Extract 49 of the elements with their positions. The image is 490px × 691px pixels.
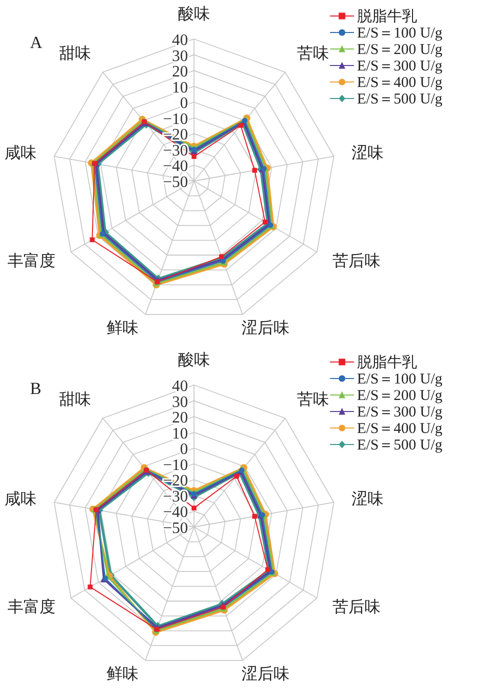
legend-label: E/S＝500 U/g xyxy=(357,92,443,108)
legend-label: E/S＝100 U/g xyxy=(357,371,443,387)
spoke-label: 甜味 xyxy=(59,390,92,408)
y-tick-label: −50 xyxy=(162,174,188,191)
spoke-label: 苦味 xyxy=(296,390,329,408)
y-tick-label: 0 xyxy=(180,95,188,112)
y-tick-label: 20 xyxy=(172,64,188,81)
spoke-label: 涩后味 xyxy=(241,319,290,338)
y-tick-label: 30 xyxy=(172,393,188,410)
spoke-label: 甜味 xyxy=(59,44,92,62)
spoke-label: 丰富度 xyxy=(7,598,56,616)
legend-label: E/S＝200 U/g xyxy=(357,42,443,58)
spoke-label: 丰富度 xyxy=(7,252,56,270)
spoke-label: 鲜味 xyxy=(106,664,139,683)
legend-label: E/S＝400 U/g xyxy=(357,420,443,436)
y-tick-label: 40 xyxy=(172,378,188,394)
text: A xyxy=(30,33,43,52)
y-tick-label: −40 xyxy=(162,504,188,521)
y-tick-label: 40 xyxy=(172,32,188,49)
y-tick-label: −10 xyxy=(162,110,188,128)
legend-label: E/S＝100 U/g xyxy=(357,26,443,42)
y-tick-label: 10 xyxy=(172,79,188,96)
legend-label: 脱脂牛乳 xyxy=(357,8,417,25)
text: B xyxy=(30,378,42,398)
y-tick-label: 10 xyxy=(172,424,188,442)
legend-label: E/S＝500 U/g xyxy=(357,437,443,453)
y-tick-label: 0 xyxy=(180,440,188,458)
y-tick-label: 20 xyxy=(172,409,188,426)
spoke-label: 鲜味 xyxy=(106,319,139,338)
spoke-label: 涩后味 xyxy=(241,664,290,683)
y-tick-label: −10 xyxy=(162,456,188,474)
y-tick-label: 30 xyxy=(172,48,188,65)
legend-label: E/S＝300 U/g xyxy=(357,404,443,420)
y-tick-label: −50 xyxy=(162,520,188,536)
spoke-label: 咸味 xyxy=(4,490,36,508)
legend-label: E/S＝200 U/g xyxy=(357,388,443,404)
spoke-label: 涩味 xyxy=(352,144,384,162)
spoke-label: 酸味 xyxy=(178,5,210,23)
y-tick-label: −30 xyxy=(162,142,188,160)
spoke-label: 苦味 xyxy=(296,44,329,62)
spoke-label: 苦后味 xyxy=(332,598,381,616)
spoke-label: 咸味 xyxy=(4,144,36,162)
spoke-label: 苦后味 xyxy=(332,252,381,270)
legend-label: E/S＝300 U/g xyxy=(357,58,443,74)
y-tick-label: −40 xyxy=(162,158,188,176)
spoke-label: 涩味 xyxy=(352,490,384,508)
spoke-label: 酸味 xyxy=(178,350,210,368)
legend-label: 脱脂牛乳 xyxy=(357,354,417,370)
legend-label: E/S＝400 U/g xyxy=(357,75,443,91)
